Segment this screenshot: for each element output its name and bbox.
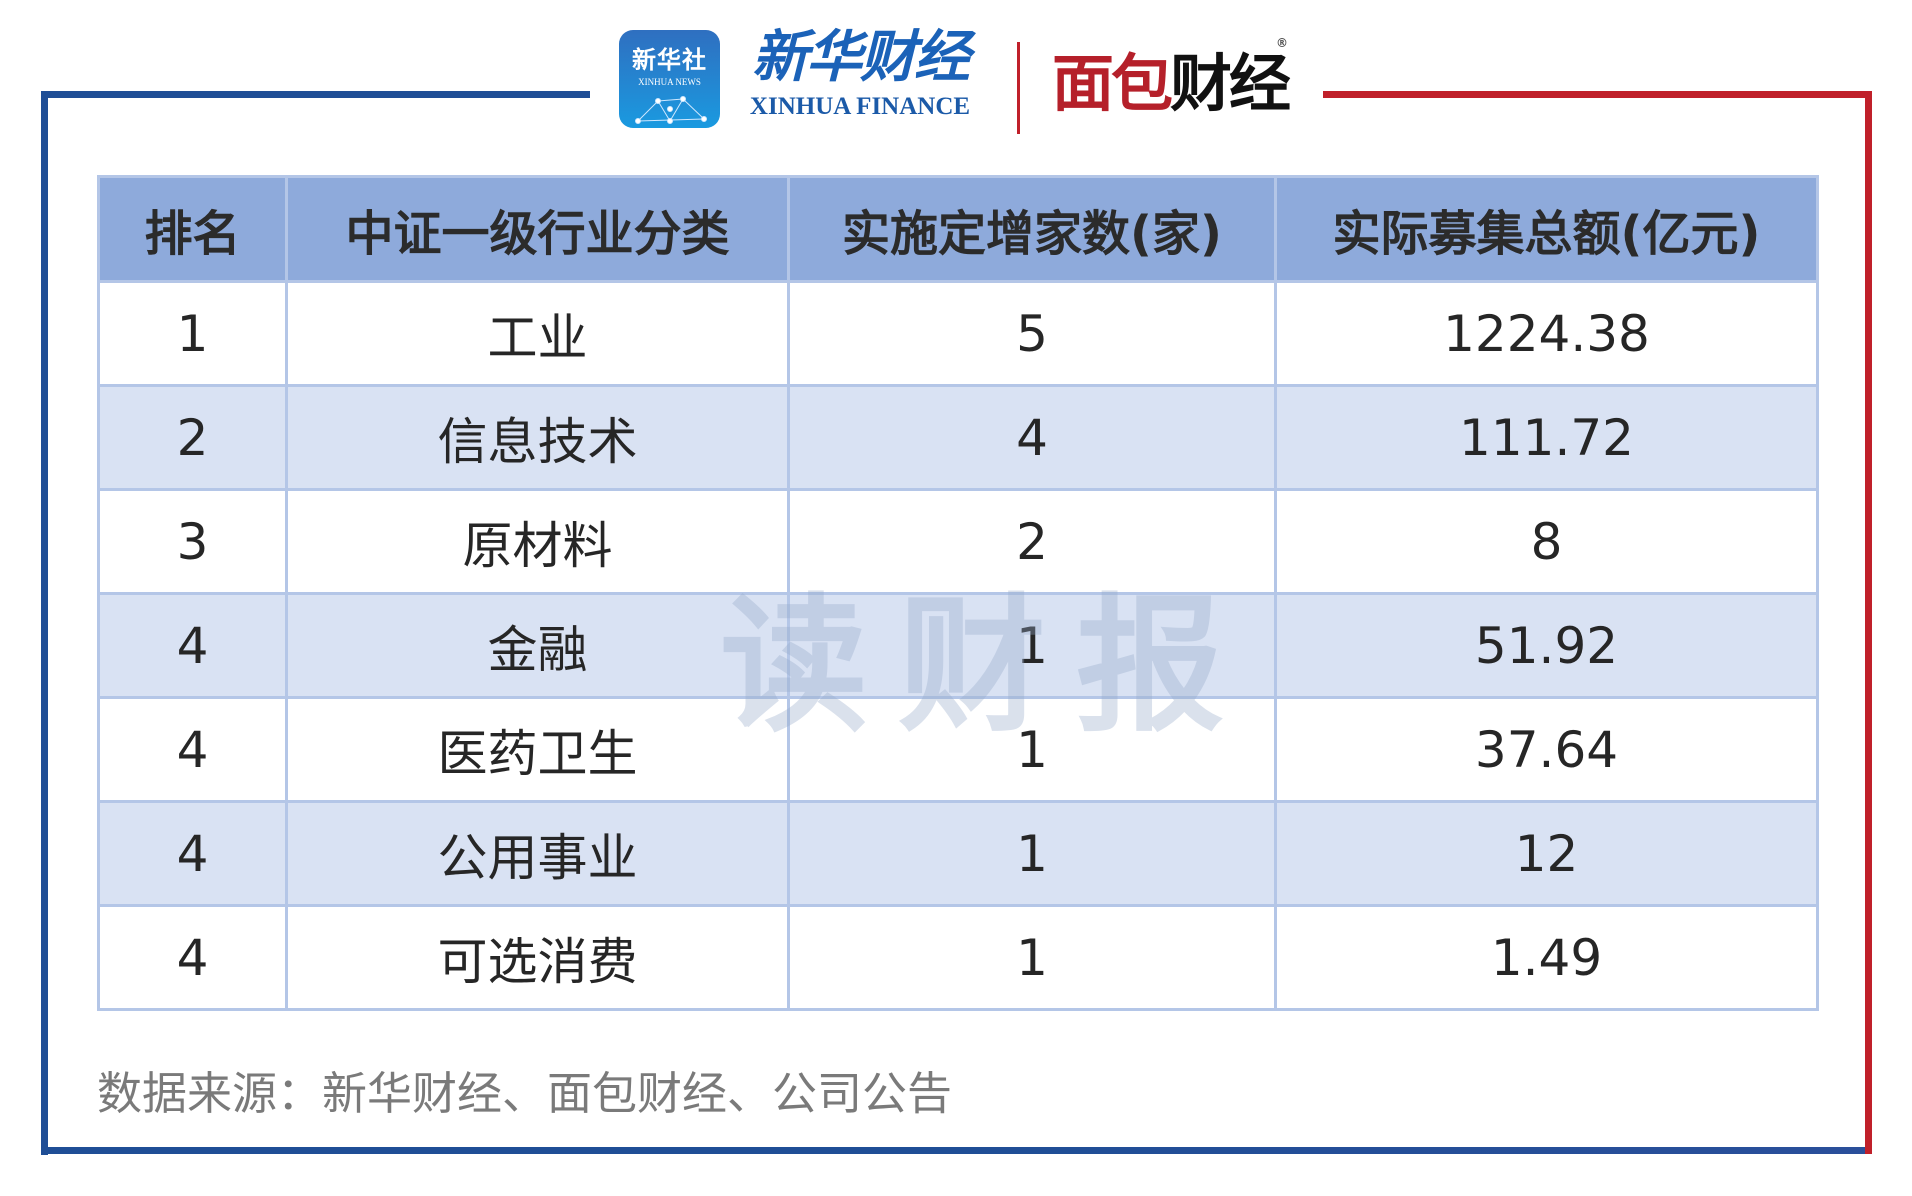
table-row: 2 信息技术 4 111.72 [97, 384, 1819, 491]
cell-count: 1 [787, 800, 1277, 907]
table-row: 4 可选消费 1 1.49 [97, 904, 1819, 1011]
cell-count: 1 [787, 696, 1277, 803]
col-rank: 排名 [97, 175, 288, 283]
cell-rank: 1 [97, 280, 288, 387]
cell-count: 1 [787, 904, 1277, 1011]
col-industry: 中证一级行业分类 [285, 175, 790, 283]
table-row: 4 公用事业 1 12 [97, 800, 1819, 907]
cell-amount: 12 [1274, 800, 1819, 907]
cell-amount: 1224.38 [1274, 280, 1819, 387]
cell-amount: 111.72 [1274, 384, 1819, 491]
frame-bottom [41, 1147, 1872, 1154]
cell-amount: 8 [1274, 488, 1819, 595]
table-header-row: 排名 中证一级行业分类 实施定增家数(家) 实际募集总额(亿元) [97, 175, 1819, 283]
table-row: 4 金融 1 51.92 [97, 592, 1819, 699]
col-amount: 实际募集总额(亿元) [1274, 175, 1819, 283]
frame-top-blue [41, 91, 590, 98]
logo-divider [1017, 42, 1020, 134]
cell-rank: 4 [97, 904, 288, 1011]
cell-industry: 公用事业 [285, 800, 790, 907]
cell-rank: 4 [97, 800, 288, 907]
cell-industry: 信息技术 [285, 384, 790, 491]
frame-top-red [1323, 91, 1872, 98]
cell-rank: 3 [97, 488, 288, 595]
cell-industry: 工业 [285, 280, 790, 387]
cell-rank: 4 [97, 696, 288, 803]
cell-amount: 1.49 [1274, 904, 1819, 1011]
industry-table: 排名 中证一级行业分类 实施定增家数(家) 实际募集总额(亿元) 1 工业 5 122… [97, 175, 1819, 1011]
col-count: 实施定增家数(家) [787, 175, 1277, 283]
cell-count: 4 [787, 384, 1277, 491]
table-row: 3 原材料 2 8 [97, 488, 1819, 595]
xinhua-logo-cn: 新华社 [632, 46, 707, 74]
cell-industry: 金融 [285, 592, 790, 699]
cell-count: 1 [787, 592, 1277, 699]
network-icon [634, 96, 707, 124]
cell-count: 2 [787, 488, 1277, 595]
cell-count: 5 [787, 280, 1277, 387]
xinhua-news-logo: 新华社 XINHUA NEWS [619, 30, 720, 128]
xinhua-finance-logo: 新华财经 XINHUA FINANCE [744, 22, 976, 132]
cell-amount: 51.92 [1274, 592, 1819, 699]
cell-industry: 医药卫生 [285, 696, 790, 803]
cell-rank: 2 [97, 384, 288, 491]
xinhua-finance-logo-en: XINHUA FINANCE [749, 93, 971, 120]
table-row: 1 工业 5 1224.38 [97, 280, 1819, 387]
frame-right [1865, 91, 1872, 1154]
xinhua-logo-en: XINHUA NEWS [638, 77, 701, 87]
data-source-note: 数据来源：新华财经、面包财经、公司公告 [97, 1067, 953, 1120]
cell-industry: 原材料 [285, 488, 790, 595]
frame-left [41, 91, 48, 1155]
cell-amount: 37.64 [1274, 696, 1819, 803]
mianbao-caijing-logo: 面包财经 ® [1052, 36, 1291, 120]
table-row: 4 医药卫生 1 37.64 [97, 696, 1819, 803]
cell-rank: 4 [97, 592, 288, 699]
cell-industry: 可选消费 [285, 904, 790, 1011]
xinhua-finance-logo-cn: 新华财经 [752, 24, 970, 90]
